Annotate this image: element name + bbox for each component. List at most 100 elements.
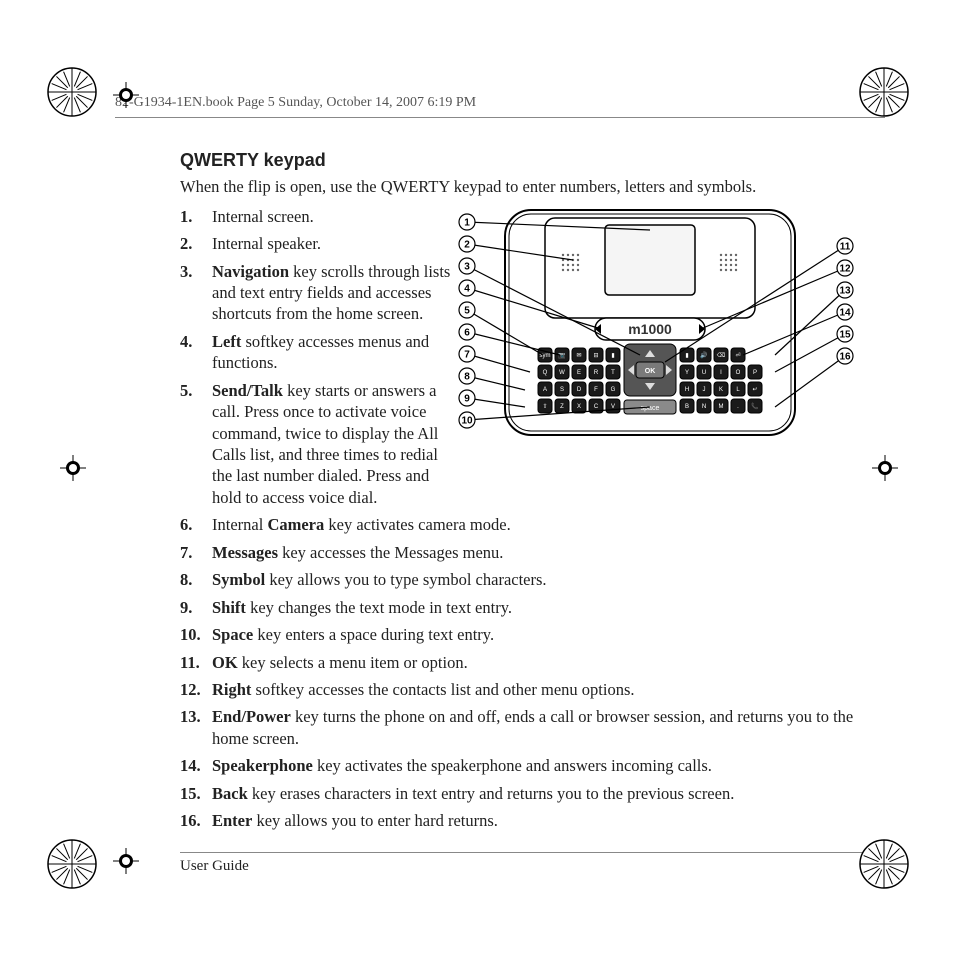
list-item-bold: Right xyxy=(212,680,251,699)
regmark-icon xyxy=(46,66,98,118)
regmark-icon xyxy=(858,66,910,118)
list-item-bold: Left xyxy=(212,332,241,351)
svg-text:1: 1 xyxy=(464,218,470,229)
list-item: Navigation key scrolls through lists and… xyxy=(180,261,462,325)
svg-text:K: K xyxy=(719,387,723,393)
svg-text:U: U xyxy=(702,370,706,376)
svg-text:space: space xyxy=(641,405,660,412)
list-item: End/Power key turns the phone on and off… xyxy=(180,706,880,749)
svg-text:15: 15 xyxy=(839,330,851,341)
svg-text:Z: Z xyxy=(560,404,564,410)
list-item-bold: Shift xyxy=(212,598,246,617)
svg-text:R: R xyxy=(594,370,599,376)
list-item: Enter key allows you to enter hard retur… xyxy=(180,810,880,831)
svg-text:E: E xyxy=(577,370,581,376)
svg-text:13: 13 xyxy=(839,286,851,297)
svg-text:↵: ↵ xyxy=(752,387,757,393)
svg-text:B: B xyxy=(685,404,689,410)
svg-text:5: 5 xyxy=(464,306,470,317)
svg-text:H: H xyxy=(685,387,689,393)
list-item-text: key turns the phone on and off, ends a c… xyxy=(212,707,853,747)
svg-text:3: 3 xyxy=(464,262,470,273)
svg-text:M: M xyxy=(719,404,724,410)
svg-text:▮: ▮ xyxy=(685,353,688,359)
list-item-text: key erases characters in text entry and … xyxy=(248,784,735,803)
list-item-text: key activates the speakerphone and answe… xyxy=(313,756,712,775)
list-item-bold: Enter xyxy=(212,811,252,830)
svg-text:A: A xyxy=(543,387,547,393)
list-item-bold: Symbol xyxy=(212,570,265,589)
regmark-icon xyxy=(46,838,98,890)
list-item-text: softkey accesses the contacts list and o… xyxy=(251,680,634,699)
list-item-text: key allows you to type symbol characters… xyxy=(265,570,546,589)
svg-text:12: 12 xyxy=(839,264,851,275)
list-item: Right softkey accesses the contacts list… xyxy=(180,679,880,700)
list-item-text: key changes the text mode in text entry. xyxy=(246,598,512,617)
list-item-bold: Camera xyxy=(267,515,324,534)
crosshair-icon xyxy=(113,848,139,874)
svg-text:4: 4 xyxy=(464,284,470,295)
svg-text:OK: OK xyxy=(645,368,656,375)
footer-left: User Guide xyxy=(180,858,249,875)
svg-text:📞: 📞 xyxy=(751,402,759,410)
list-item: Internal screen. xyxy=(180,206,462,227)
list-item-bold: End/Power xyxy=(212,707,291,726)
list-item: OK key selects a menu item or option. xyxy=(180,652,880,673)
svg-text:9: 9 xyxy=(464,394,470,405)
svg-text:7: 7 xyxy=(464,350,470,361)
svg-text:📷: 📷 xyxy=(558,352,566,359)
crosshair-icon xyxy=(113,82,139,108)
svg-text:⊟: ⊟ xyxy=(593,353,598,359)
svg-text:W: W xyxy=(559,370,565,376)
list-item: Back key erases characters in text entry… xyxy=(180,783,880,804)
svg-text:N: N xyxy=(702,404,706,410)
svg-text:🔊: 🔊 xyxy=(700,351,708,359)
svg-text:O: O xyxy=(736,370,741,376)
list-item: Shift key changes the text mode in text … xyxy=(180,597,880,618)
list-item-text: key enters a space during text entry. xyxy=(253,625,494,644)
list-item-text: Internal speaker. xyxy=(212,234,321,253)
section-title: QWERTY keypad xyxy=(180,150,880,171)
svg-text:⌫: ⌫ xyxy=(717,352,726,359)
list-item: Space key enters a space during text ent… xyxy=(180,624,880,645)
list-item-bold: Space xyxy=(212,625,253,644)
svg-text:J: J xyxy=(703,387,706,393)
svg-text:Y: Y xyxy=(685,370,689,376)
svg-text:m1000: m1000 xyxy=(628,321,672,337)
list-item: Left softkey accesses menus and function… xyxy=(180,331,462,374)
svg-text:T: T xyxy=(611,370,615,376)
list-item-bold: Speakerphone xyxy=(212,756,313,775)
svg-text:X: X xyxy=(577,404,581,410)
rule-top xyxy=(115,117,885,118)
svg-text:D: D xyxy=(577,387,582,393)
svg-text:16: 16 xyxy=(839,352,851,363)
svg-text:2: 2 xyxy=(464,240,470,251)
svg-text:6: 6 xyxy=(464,328,470,339)
crosshair-icon xyxy=(60,455,86,481)
list-item: Messages key accesses the Messages menu. xyxy=(180,542,880,563)
svg-text:▮: ▮ xyxy=(611,353,614,359)
svg-text:✉: ✉ xyxy=(576,353,581,359)
list-item-text: Internal screen. xyxy=(212,207,314,226)
device-diagram: m1000OKspacesym📷✉⊟▮QWERTASDFG⇧ZXCV▮🔊⌫⏎YU… xyxy=(445,200,885,450)
svg-text:⏎: ⏎ xyxy=(735,352,740,359)
list-item-bold: OK xyxy=(212,653,238,672)
regmark-icon xyxy=(858,838,910,890)
svg-text:10: 10 xyxy=(461,416,473,427)
list-item-text: key activates camera mode. xyxy=(324,515,510,534)
list-item-text: key allows you to enter hard returns. xyxy=(252,811,498,830)
svg-text:P: P xyxy=(753,370,757,376)
list-item-bold: Back xyxy=(212,784,248,803)
list-item-text: key selects a menu item or option. xyxy=(238,653,468,672)
list-item-bold: Navigation xyxy=(212,262,289,281)
svg-text:Q: Q xyxy=(543,370,548,376)
svg-text:G: G xyxy=(611,387,616,393)
svg-text:S: S xyxy=(560,387,564,393)
list-item-bold: Send/Talk xyxy=(212,381,283,400)
svg-text:F: F xyxy=(594,387,598,393)
rule-bottom xyxy=(180,852,880,853)
section-intro: When the flip is open, use the QWERTY ke… xyxy=(180,177,880,198)
list-item: Symbol key allows you to type symbol cha… xyxy=(180,569,880,590)
list-item: Internal Camera key activates camera mod… xyxy=(180,514,880,535)
list-item-bold: Messages xyxy=(212,543,278,562)
